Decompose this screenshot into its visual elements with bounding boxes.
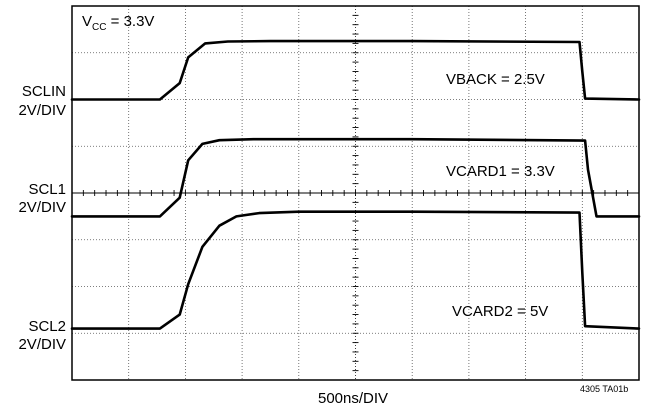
plot-frame xyxy=(71,5,640,381)
vcard1-annotation: VCARD1 = 3.3V xyxy=(446,163,555,180)
scl1-scale-label: 2V/DIV xyxy=(18,199,66,216)
scl2-channel-label: SCL2 xyxy=(28,318,66,335)
trace-sclin xyxy=(70,39,641,101)
scl2-scale-label: 2V/DIV xyxy=(18,336,66,353)
sclin-scale-label: 2V/DIV xyxy=(18,102,66,119)
vback-annotation: VBACK = 2.5V xyxy=(446,71,545,88)
vcard2-annotation: VCARD2 = 5V xyxy=(452,303,549,320)
trace-scl1 xyxy=(70,137,641,218)
vcc-label: VCC = 3.3V xyxy=(82,13,155,33)
figure-id: 4305 TA01b xyxy=(580,384,629,394)
scl1-channel-label: SCL1 xyxy=(28,181,66,198)
sclin-channel-label: SCLIN xyxy=(21,83,66,100)
x-axis-label: 500ns/DIV xyxy=(318,390,389,407)
trace-scl2 xyxy=(70,210,641,330)
vcc-subscript: CC xyxy=(92,22,107,33)
scope-grid xyxy=(72,6,639,380)
waveform-traces xyxy=(70,39,641,330)
